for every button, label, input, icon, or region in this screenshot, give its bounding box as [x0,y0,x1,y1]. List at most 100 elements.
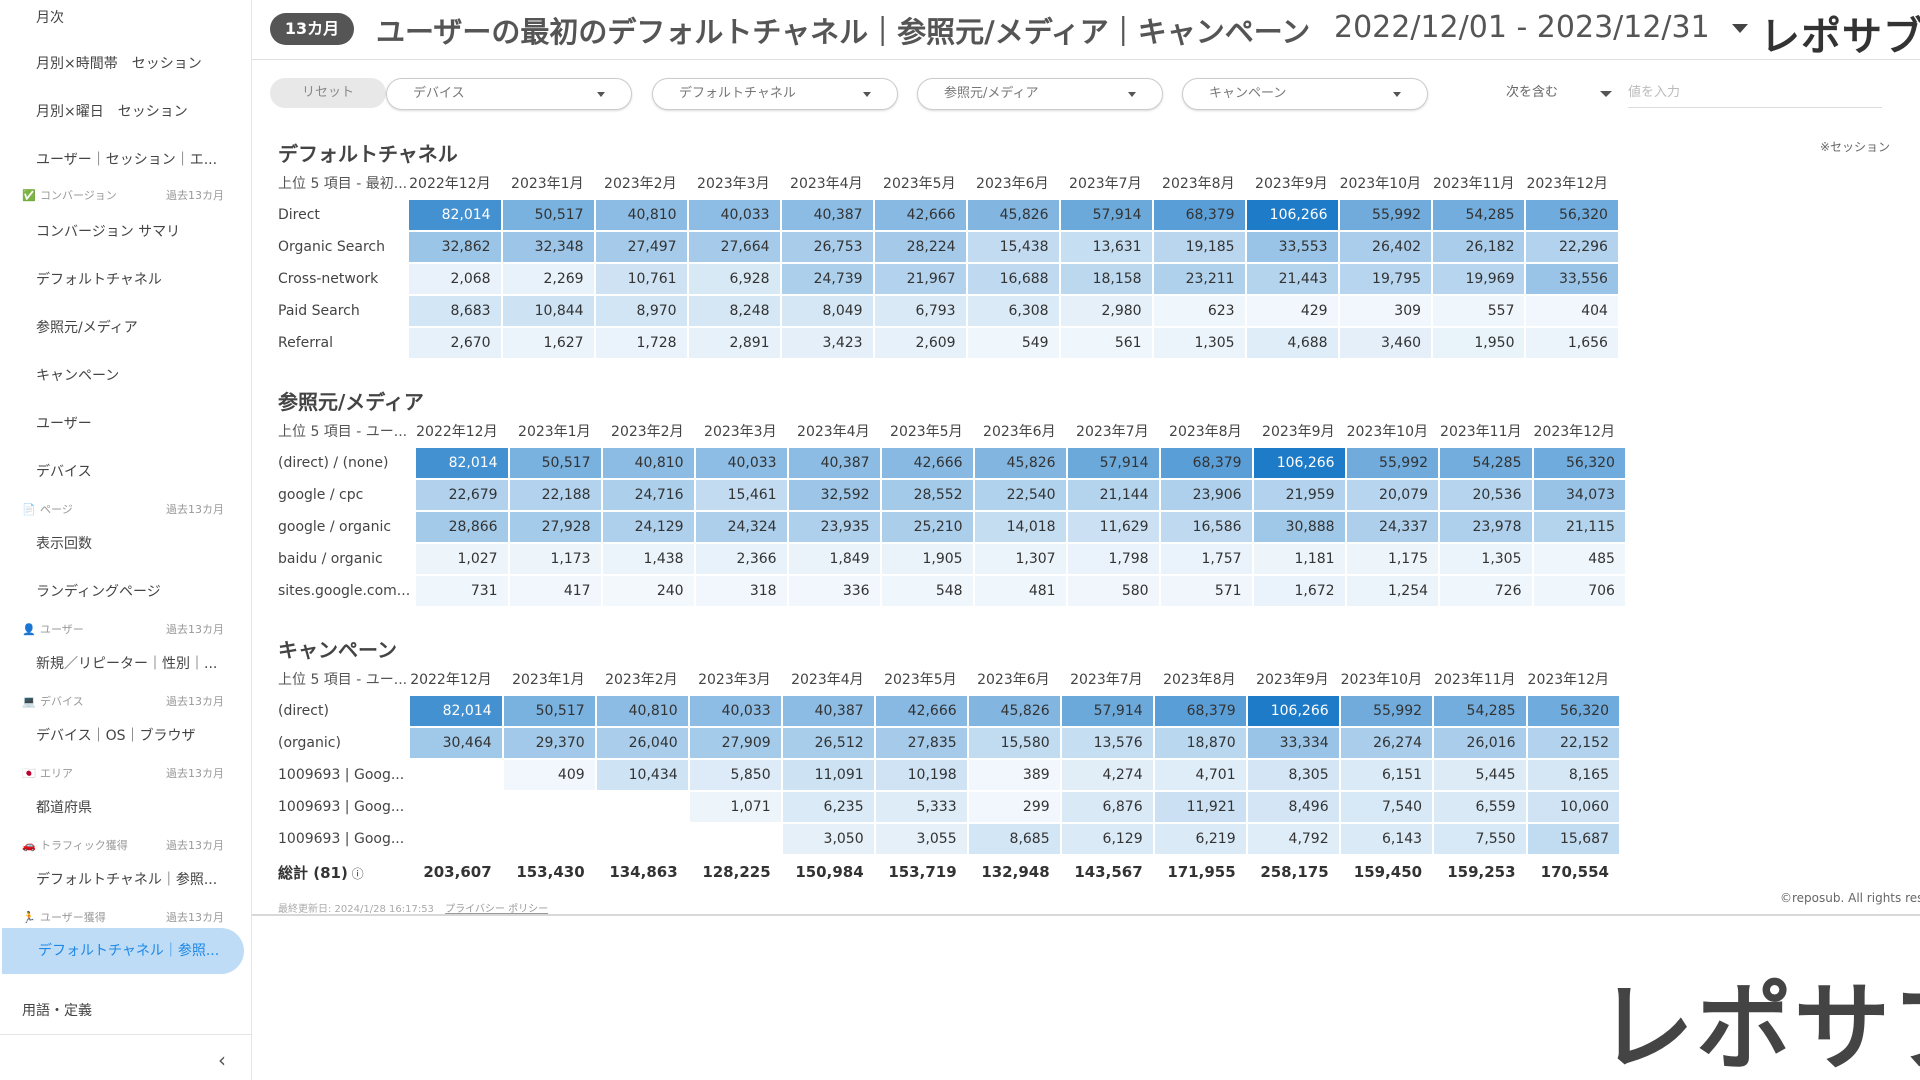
column-header-month[interactable]: 2023年2月 [604,176,677,192]
sidebar-item[interactable]: ユーザー [36,416,92,432]
campaign-filter-dropdown[interactable]: キャンペーン [1182,78,1428,110]
column-header-month[interactable]: 2023年9月 [1256,672,1329,688]
column-header-month[interactable]: 2023年10月 [1340,672,1423,688]
sidebar-section-header: 📄 ページ 過去13カ月 [0,500,252,520]
sidebar-item[interactable]: 参照元/メディア [36,320,138,336]
column-header-month[interactable]: 2022年12月 [416,424,498,440]
heat-cell: 6,559 [1434,792,1526,822]
sidebar-item[interactable]: デバイス｜OS｜ブラウザ [36,728,196,744]
heat-cell: 10,434 [596,760,688,790]
heat-cell: 309 [1339,296,1432,326]
column-header-month[interactable]: 2023年10月 [1346,424,1429,440]
heat-cell: 6,235 [782,792,874,822]
column-header-month[interactable]: 2023年11月 [1433,176,1515,192]
sidebar-item[interactable]: 月別×曜日 セッション [36,104,188,120]
chevron-down-icon [1393,92,1401,97]
column-header-month[interactable]: 2023年11月 [1440,424,1522,440]
column-header-month[interactable]: 2023年9月 [1262,424,1335,440]
sidebar-item[interactable]: デフォルトチャネル [36,272,162,288]
column-header-month[interactable]: 2023年7月 [1070,672,1143,688]
column-header-month[interactable]: 2023年12月 [1533,424,1615,440]
column-header-month[interactable]: 2023年1月 [518,424,591,440]
row-header-label[interactable]: 上位 5 項目 - ユー... [278,672,408,688]
source-medium-filter-dropdown[interactable]: 参照元/メディア [917,78,1163,110]
heat-cell: 50,517 [502,200,594,230]
heat-cell: 6,129 [1061,824,1153,854]
column-header-month[interactable]: 2023年11月 [1434,672,1516,688]
column-header-month[interactable]: 2023年8月 [1163,672,1236,688]
sidebar-item[interactable]: ランディングページ [36,584,161,600]
column-header-month[interactable]: 2023年9月 [1255,176,1328,192]
heat-cell: 18,158 [1060,264,1152,294]
column-header-month[interactable]: 2023年8月 [1162,176,1235,192]
column-header-month[interactable]: 2023年1月 [512,672,585,688]
glossary-link[interactable]: 用語・定義 [22,1003,92,1019]
column-header-month[interactable]: 2023年4月 [797,424,870,440]
heat-cell: 40,033 [688,200,780,230]
column-header-month[interactable]: 2022年12月 [409,176,491,192]
sidebar-item[interactable]: 都道府県 [36,800,92,816]
sidebar-item-active[interactable]: デフォルトチャネル｜参照... [2,928,244,974]
period-badge: 13カ月 [270,13,354,45]
column-header-month[interactable]: 2023年12月 [1527,672,1609,688]
column-header-month[interactable]: 2023年2月 [605,672,678,688]
column-header-month[interactable]: 2023年5月 [884,672,957,688]
chevron-down-icon [1128,92,1136,97]
column-header-month[interactable]: 2023年6月 [983,424,1056,440]
heat-cell: 21,959 [1253,480,1345,510]
column-header-month[interactable]: 2023年3月 [704,424,777,440]
heat-cell: 731 [416,576,508,606]
sidebar-item[interactable]: 月別×時間帯 セッション [36,56,202,72]
row-label: 1009693 | Goog... [278,831,405,847]
sidebar-item[interactable]: 月次 [36,10,64,26]
heat-cell: 20,536 [1440,480,1532,510]
heat-cell: 82,014 [410,696,502,726]
column-header-month[interactable]: 2023年2月 [611,424,684,440]
sidebar-item[interactable]: キャンペーン [36,368,120,384]
row-header-label[interactable]: 上位 5 項目 - 最初... [278,176,408,192]
privacy-policy-link[interactable]: プライバシー ポリシー [445,904,549,915]
column-header-month[interactable]: 2022年12月 [410,672,492,688]
column-header-month[interactable]: 2023年6月 [976,176,1049,192]
sidebar-item[interactable]: デフォルトチャネル｜参照... [36,872,218,888]
total-cell: 203,607 [423,863,492,881]
device-filter-dropdown[interactable]: デバイス [386,78,632,110]
heat-cell: 55,992 [1339,200,1432,230]
total-cell: 143,567 [1074,863,1143,881]
column-header-month[interactable]: 2023年3月 [697,176,770,192]
info-icon[interactable]: ⓘ [347,866,364,881]
column-header-month[interactable]: 2023年3月 [698,672,771,688]
row-label: Organic Search [278,239,386,255]
sidebar-item[interactable]: 新規／リピーター｜性別｜... [36,656,218,672]
column-header-month[interactable]: 2023年4月 [790,176,863,192]
column-header-month[interactable]: 2023年12月 [1526,176,1608,192]
column-header-month[interactable]: 2023年8月 [1169,424,1242,440]
sidebar-item[interactable]: コンバージョン サマリ [36,224,181,240]
total-cell: 150,984 [795,863,864,881]
sidebar-section-header: 💻 デバイス 過去13カ月 [0,692,252,712]
heatmap-table-campaign: 上位 5 項目 - ユー... 2022年12月 2023年1月 2023年2月 202… [272,662,1621,890]
column-header-month[interactable]: 2023年7月 [1069,176,1142,192]
reset-button[interactable]: リセット [270,78,386,108]
heat-cell: 3,055 [875,824,967,854]
column-header-month[interactable]: 2023年5月 [890,424,963,440]
column-header-month[interactable]: 2023年10月 [1339,176,1422,192]
sidebar-item[interactable]: 表示回数 [36,536,92,552]
filter-value-input[interactable] [1628,78,1882,108]
column-header-month[interactable]: 2023年7月 [1076,424,1149,440]
date-range-caret-icon[interactable] [1732,24,1748,33]
column-header-month[interactable]: 2023年6月 [977,672,1050,688]
heat-cell: 24,324 [695,512,787,542]
column-header-month[interactable]: 2023年5月 [883,176,956,192]
sidebar-section-label: コンバージョン [40,189,117,202]
row-header-label[interactable]: 上位 5 項目 - ユー... [278,424,408,440]
sidebar-item[interactable]: ユーザー｜セッション｜エ... [36,152,218,168]
match-type-select[interactable]: 次を含む [1504,78,1614,108]
column-header-month[interactable]: 2023年4月 [791,672,864,688]
collapse-sidebar-icon[interactable]: ‹ [218,1048,226,1072]
column-header-month[interactable]: 2023年1月 [511,176,584,192]
heat-cell: 40,810 [602,448,694,478]
sidebar-item[interactable]: デバイス [36,464,92,480]
date-range-picker[interactable]: 2022/12/01 - 2023/12/31 [1334,10,1710,45]
channel-filter-dropdown[interactable]: デフォルトチャネル [652,78,898,110]
